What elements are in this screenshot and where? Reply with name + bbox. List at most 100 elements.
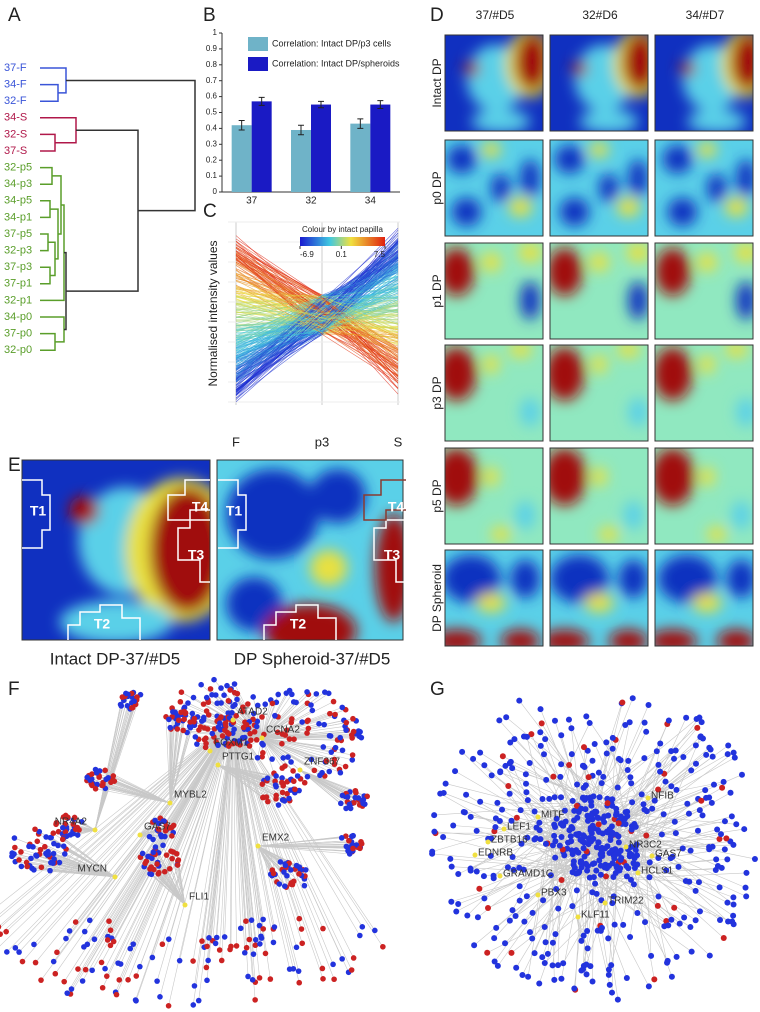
node: [206, 712, 212, 718]
node: [680, 754, 686, 760]
heatmap-blob: [310, 469, 366, 523]
heatmap-blob: [663, 145, 692, 174]
node: [495, 963, 501, 969]
node: [202, 725, 208, 731]
node: [248, 737, 254, 743]
node: [110, 777, 116, 783]
node: [648, 953, 654, 959]
node: [557, 843, 563, 849]
node: [702, 787, 708, 793]
node: [604, 865, 610, 871]
heatmap-blobs: [60, 478, 239, 644]
heatmap-blob: [439, 248, 474, 296]
node: [618, 857, 624, 863]
node: [739, 772, 745, 778]
caption: DP Spheroid-37/#D5: [234, 649, 391, 668]
node: [244, 722, 250, 728]
node: [527, 929, 533, 935]
node: [232, 681, 238, 687]
node: [581, 845, 587, 851]
node: [339, 956, 345, 962]
node: [280, 790, 286, 796]
hub-node: [603, 901, 608, 906]
node: [294, 863, 300, 869]
node: [75, 832, 81, 838]
heatmap-blob: [725, 342, 749, 357]
node: [302, 883, 308, 889]
node: [721, 779, 727, 785]
leaf-label: 34-p1: [4, 211, 32, 223]
node: [642, 720, 648, 726]
heatmap-blob: [555, 145, 584, 174]
heatmap-blob: [547, 248, 582, 296]
node: [673, 787, 679, 793]
node: [665, 922, 671, 928]
node: [722, 818, 728, 824]
colorbar-tick-label: -6.9: [300, 250, 314, 259]
node: [280, 755, 286, 761]
node: [578, 806, 584, 812]
node: [615, 850, 621, 856]
node: [585, 945, 591, 951]
node: [247, 937, 253, 943]
node: [603, 739, 609, 745]
node: [140, 851, 146, 857]
node-label: HCLS1: [641, 866, 674, 877]
node: [655, 894, 661, 900]
node: [263, 951, 269, 957]
node: [607, 982, 613, 988]
heatmap-blob: [481, 142, 501, 157]
hub-node: [168, 801, 173, 806]
node: [208, 686, 214, 692]
node: [722, 846, 728, 852]
node-label: GRAMD1C: [503, 869, 553, 880]
node: [327, 711, 333, 717]
node: [455, 901, 461, 907]
node: [209, 731, 215, 737]
heatmap-blob: [584, 593, 613, 612]
node: [566, 717, 572, 723]
node: [633, 824, 639, 830]
node: [721, 935, 727, 941]
node: [597, 794, 603, 800]
node: [453, 909, 459, 915]
node: [517, 883, 523, 889]
node: [61, 979, 67, 985]
heatmap-blob: [628, 398, 648, 427]
node: [242, 950, 248, 956]
node: [217, 947, 223, 953]
panel-label: E: [8, 455, 21, 476]
node: [475, 914, 481, 920]
heatmap-blob: [653, 347, 692, 401]
node: [349, 757, 355, 763]
hub-node: [216, 763, 221, 768]
node: [51, 841, 57, 847]
node: [60, 837, 66, 843]
node: [31, 942, 37, 948]
heatmap-blob: [626, 243, 650, 262]
node: [33, 960, 39, 966]
node: [289, 716, 295, 722]
node: [752, 856, 758, 862]
heatmap-blob: [509, 342, 533, 357]
node: [54, 949, 60, 955]
node: [204, 965, 210, 971]
y-tick-label: 0.8: [206, 60, 218, 69]
node: [592, 741, 598, 747]
node: [303, 867, 309, 873]
node: [282, 883, 288, 889]
node: [331, 699, 337, 705]
node: [696, 879, 702, 885]
node: [514, 815, 520, 821]
node: [92, 936, 98, 942]
node: [571, 986, 577, 992]
node: [260, 917, 266, 923]
node: [287, 688, 293, 694]
heatmap-blob: [520, 281, 540, 319]
node: [169, 833, 175, 839]
node: [523, 789, 529, 795]
hub-node: [138, 833, 143, 838]
hub-node: [298, 768, 303, 773]
node: [623, 821, 629, 827]
node: [69, 986, 75, 992]
